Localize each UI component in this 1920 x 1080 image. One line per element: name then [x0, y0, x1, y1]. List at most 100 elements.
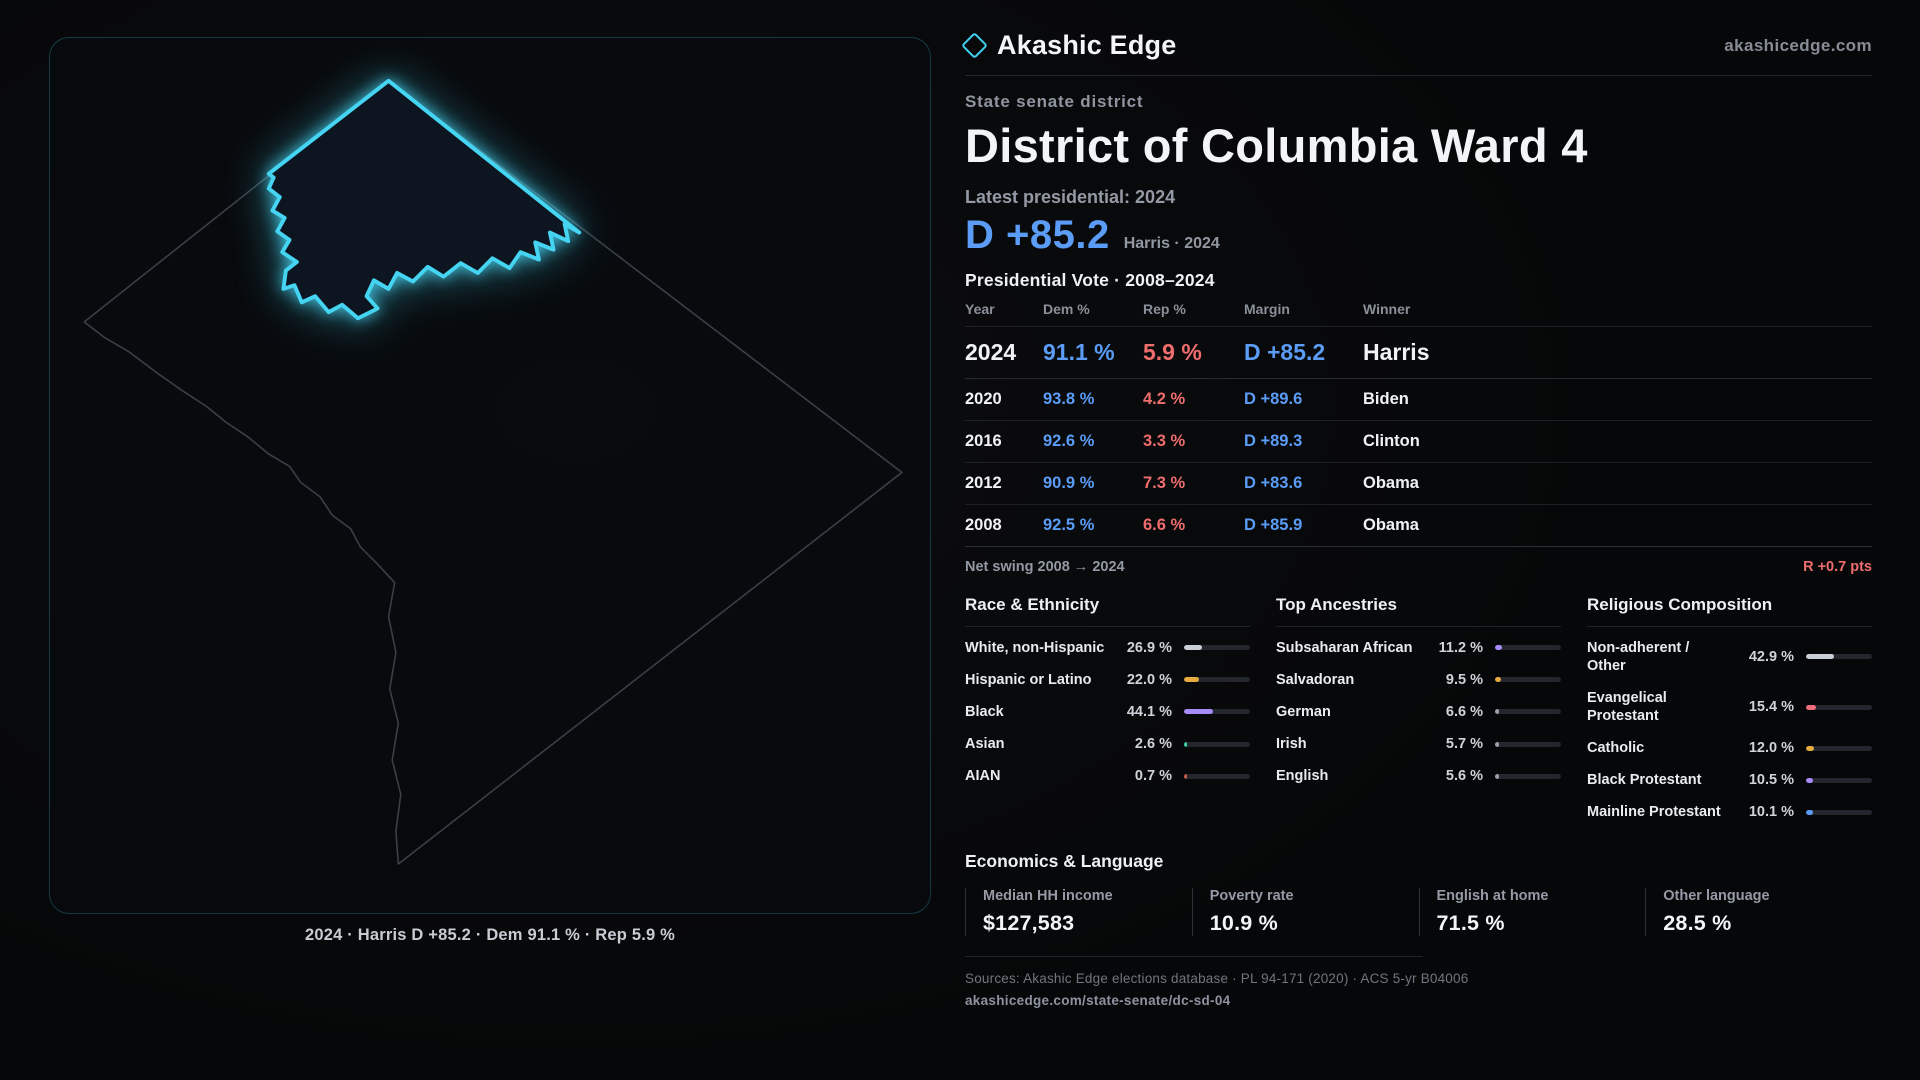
religion-label: Evangelical Protestant: [1587, 689, 1667, 724]
ancestry-row: Salvadoran 9.5 %: [1276, 664, 1561, 696]
race-bar-fill: [1184, 677, 1199, 683]
ancestry-label: Irish: [1276, 736, 1307, 752]
brand-name: Akashic Edge: [997, 30, 1177, 60]
ward-4-highlight: [266, 78, 582, 321]
race-label: Asian: [965, 736, 1005, 752]
rep-cell: 4.2 %: [1143, 389, 1186, 408]
race-value: 0.7 %: [1134, 768, 1172, 785]
religion-label: Catholic: [1587, 740, 1645, 757]
margin-cell: D +89.3: [1244, 431, 1303, 450]
race-rows: White, non-Hispanic 26.9 % Hispanic or L…: [965, 632, 1250, 793]
race-bar-fill: [1184, 741, 1187, 747]
race-bar-fill: [1184, 773, 1187, 779]
ancestry-row: German 6.6 %: [1276, 696, 1561, 728]
dc-map: [83, 78, 903, 865]
ancestry-bar-fill: [1495, 709, 1500, 715]
stat-label: Poverty rate: [1209, 887, 1294, 904]
religion-bar-fill: [1806, 654, 1835, 660]
ancestry-bar-fill: [1495, 645, 1503, 651]
religion-value: 15.4 %: [1748, 699, 1794, 715]
headline-margin-row: D +85.2 Harris · 2024: [965, 213, 1872, 258]
religion-bar-track: [1806, 809, 1872, 815]
religion-bar-fill: [1806, 704, 1817, 710]
economics-title: Economics & Language: [965, 850, 1164, 871]
dem-cell: 90.9 %: [1043, 473, 1095, 492]
vote-table-row: 2016 92.6 % 3.3 % D +89.3 Clinton: [965, 421, 1872, 463]
race-value: 22.0 %: [1126, 671, 1172, 688]
ancestry-label: English: [1276, 768, 1329, 785]
ancestry-bar-track: [1495, 773, 1561, 779]
stat-box: English at home 71.5 %: [1418, 887, 1646, 936]
diamond-logo-icon: [961, 32, 988, 59]
district-type-label: State senate district: [965, 92, 1144, 111]
vote-table-header: Year Dem % Rep % Margin Winner: [965, 301, 1872, 327]
religion-bar-fill: [1806, 745, 1814, 751]
footer-divider: [965, 955, 1423, 957]
rep-cell: 3.3 %: [1143, 431, 1186, 450]
vote-table: Year Dem % Rep % Margin Winner 2024 91.1…: [965, 301, 1872, 547]
col-header-winner: Winner: [1363, 300, 1411, 317]
race-value: 26.9 %: [1126, 639, 1172, 656]
religion-bar-fill: [1806, 809, 1813, 815]
ancestry-bar-fill: [1495, 677, 1502, 683]
economics-stats: Median HH income $127,583 Poverty rate 1…: [965, 887, 1872, 936]
religion-row: Evangelical Protestant 15.4 %: [1587, 682, 1872, 732]
race-bar-fill: [1184, 709, 1214, 715]
latest-presidential-label: Latest presidential: 2024: [965, 186, 1176, 207]
ancestry-bar-track: [1495, 645, 1561, 651]
header: Akashic Edge akashicedge.com: [961, 30, 1872, 61]
permalink: akashicedge.com/state-senate/dc-sd-04: [965, 992, 1231, 1008]
race-label: AIAN: [965, 768, 1001, 785]
col-header-dem: Dem %: [1043, 300, 1090, 317]
race-row: Asian 2.6 %: [965, 728, 1250, 760]
religion-title: Religious Composition: [1587, 595, 1872, 627]
race-bar-track: [1184, 709, 1250, 715]
religion-label: Non-adherent / Other: [1587, 639, 1690, 674]
brand: Akashic Edge: [961, 30, 1177, 61]
rep-cell: 6.6 %: [1143, 515, 1186, 534]
net-swing-value: R +0.7 pts: [1803, 558, 1872, 575]
winner-cell: Obama: [1363, 515, 1419, 534]
race-label: White, non-Hispanic: [965, 639, 1105, 656]
map-caption: 2024 · Harris D +85.2 · Dem 91.1 % · Rep…: [304, 926, 676, 944]
race-ethnicity-title: Race & Ethnicity: [965, 595, 1250, 627]
ancestry-bar-fill: [1495, 741, 1499, 747]
ancestry-bar-track: [1495, 677, 1561, 683]
vote-table-row: 2008 92.5 % 6.6 % D +85.9 Obama: [965, 505, 1872, 547]
ancestries-column: Top Ancestries Subsaharan African 11.2 %…: [1276, 595, 1561, 829]
race-row: White, non-Hispanic 26.9 %: [965, 632, 1250, 664]
race-value: 44.1 %: [1126, 703, 1172, 720]
ancestry-value: 5.6 %: [1445, 768, 1483, 785]
winner-cell: Obama: [1363, 473, 1419, 492]
stat-label: Median HH income: [983, 887, 1113, 904]
stat-value: 10.9 %: [1209, 910, 1278, 935]
sources-line: Sources: Akashic Edge elections database…: [965, 970, 1469, 986]
col-header-year: Year: [965, 300, 995, 317]
stat-box: Median HH income $127,583: [965, 887, 1192, 936]
year-cell: 2024: [965, 338, 1017, 365]
dem-cell: 92.5 %: [1043, 515, 1095, 534]
stat-box: Other language 28.5 %: [1645, 887, 1872, 936]
ancestry-label: Subsaharan African: [1276, 639, 1413, 656]
stat-value: 71.5 %: [1436, 910, 1505, 935]
vote-table-row: 2020 93.8 % 4.2 % D +89.6 Biden: [965, 379, 1872, 421]
winner-cell: Biden: [1363, 389, 1409, 408]
ancestry-value: 5.7 %: [1445, 736, 1483, 753]
net-swing-row: Net swing 2008 → 2024 R +0.7 pts: [965, 559, 1872, 575]
stat-label: Other language: [1663, 887, 1770, 904]
col-header-rep: Rep %: [1143, 300, 1186, 317]
ancestry-bar-fill: [1495, 773, 1499, 779]
map-panel: [49, 37, 931, 914]
margin-cell: D +83.6: [1244, 473, 1303, 492]
ancestry-value: 6.6 %: [1445, 703, 1483, 720]
ancestry-row: Subsaharan African 11.2 %: [1276, 632, 1561, 664]
stat-value: $127,583: [983, 910, 1075, 935]
religion-label: Black Protestant: [1587, 772, 1702, 789]
race-row: AIAN 0.7 %: [965, 760, 1250, 792]
site-url: akashicedge.com: [1724, 35, 1872, 55]
race-row: Hispanic or Latino 22.0 %: [965, 664, 1250, 696]
vote-table-row: 2012 90.9 % 7.3 % D +83.6 Obama: [965, 463, 1872, 505]
religion-bar-track: [1806, 704, 1872, 710]
margin-cell: D +85.9: [1244, 515, 1303, 534]
race-bar-fill: [1184, 645, 1202, 651]
